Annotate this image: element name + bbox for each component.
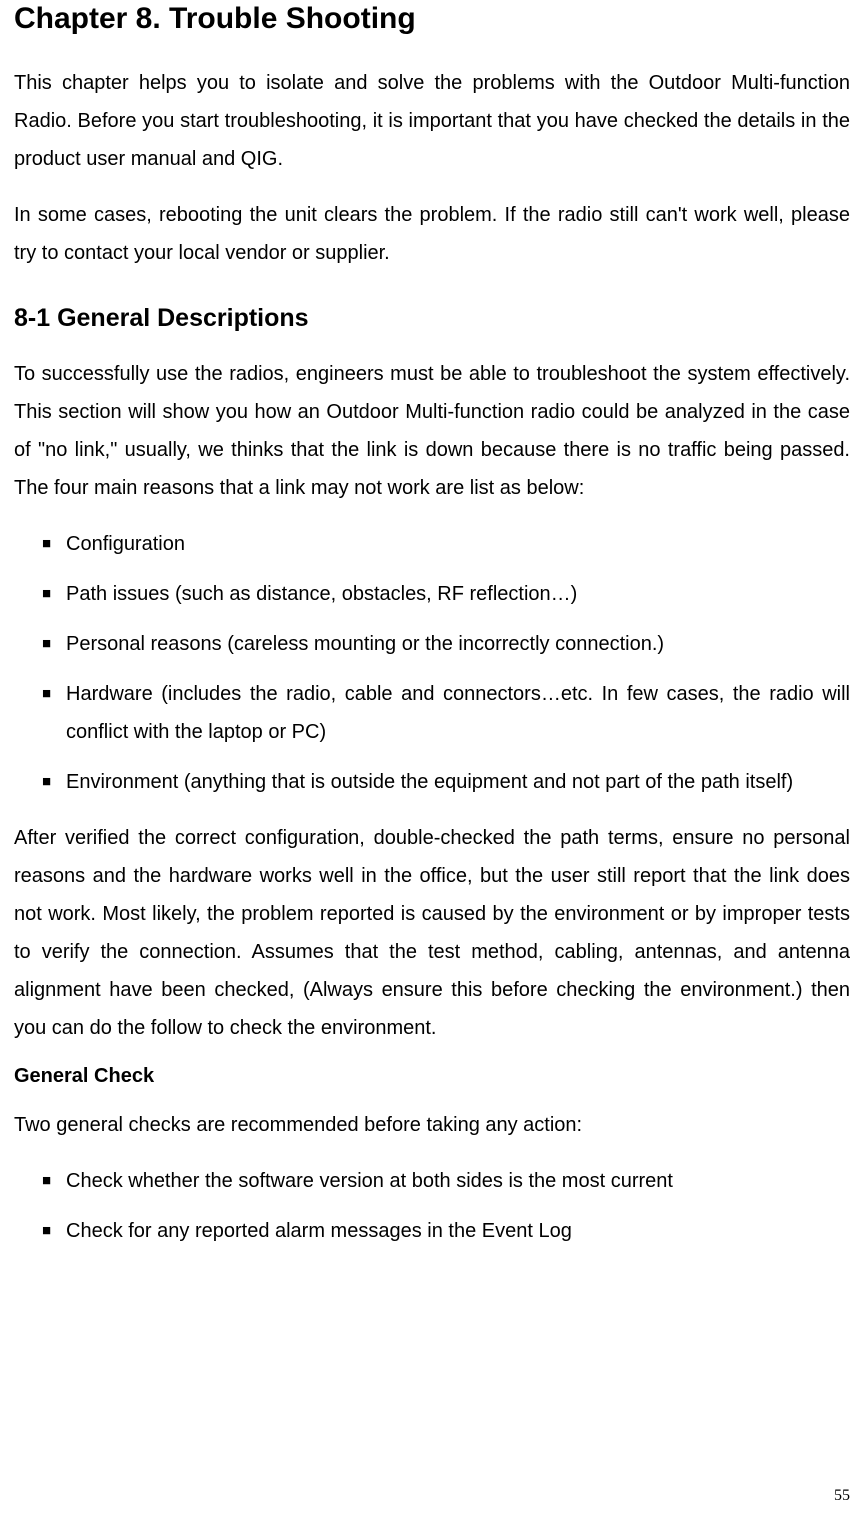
list-item: Check for any reported alarm messages in… (14, 1212, 850, 1250)
list-item: Hardware (includes the radio, cable and … (14, 675, 850, 751)
chapter-title: Chapter 8. Trouble Shooting (14, 2, 850, 36)
list-item: Path issues (such as distance, obstacles… (14, 575, 850, 613)
section-paragraph-2: After verified the correct configuration… (14, 819, 850, 1047)
page-number: 55 (834, 1487, 850, 1505)
list-item: Configuration (14, 525, 850, 563)
reasons-list: Configuration Path issues (such as dista… (14, 525, 850, 801)
list-item: Environment (anything that is outside th… (14, 763, 850, 801)
list-item: Personal reasons (careless mounting or t… (14, 625, 850, 663)
section-title: 8-1 General Descriptions (14, 304, 850, 333)
general-check-heading: General Check (14, 1065, 850, 1088)
general-check-list: Check whether the software version at bo… (14, 1162, 850, 1250)
section-paragraph-1: To successfully use the radios, engineer… (14, 355, 850, 507)
general-check-intro: Two general checks are recommended befor… (14, 1106, 850, 1144)
list-item: Check whether the software version at bo… (14, 1162, 850, 1200)
intro-paragraph-2: In some cases, rebooting the unit clears… (14, 196, 850, 272)
intro-paragraph-1: This chapter helps you to isolate and so… (14, 64, 850, 178)
